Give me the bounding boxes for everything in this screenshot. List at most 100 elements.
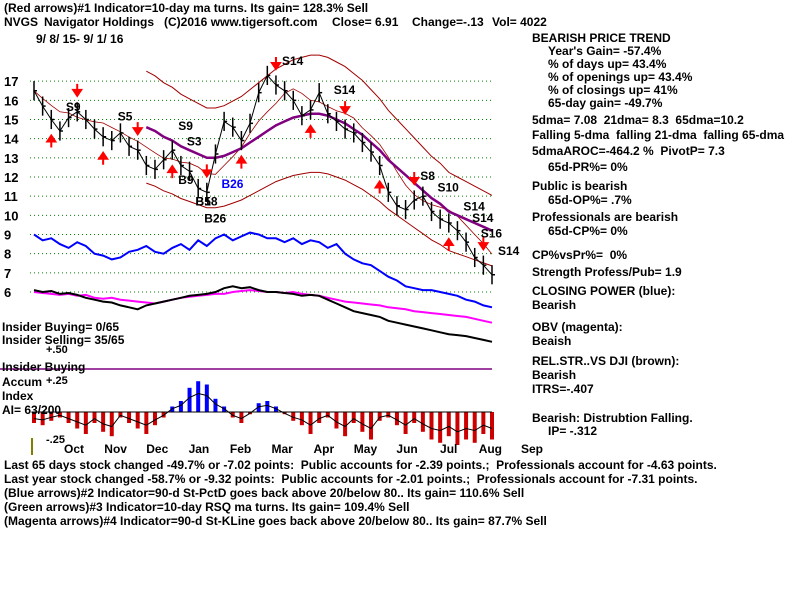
insider-buying-2: Insider Buying — [2, 360, 86, 374]
accum-minus25: -.25 — [46, 434, 65, 446]
price-path — [33, 74, 493, 276]
signal-S5: S5 — [118, 110, 133, 124]
stats-strength: Strength Profess/Pub= 1.9 — [532, 265, 682, 279]
trading-bands — [33, 54, 493, 267]
header-change: Change=-.13 — [412, 15, 484, 29]
stats-relstr-label: REL.STR..VS DJI (brown): — [532, 354, 680, 368]
closing-power-path — [33, 231, 493, 309]
month-May: May — [354, 442, 378, 456]
month-Apr: Apr — [313, 442, 334, 456]
signal-S9: S9 — [178, 119, 193, 133]
stats-op65: 65d-OP%= .7% — [548, 193, 632, 207]
month-Oct: Oct — [64, 442, 84, 456]
relative-strength-line — [33, 285, 493, 343]
month-Feb: Feb — [230, 442, 251, 456]
sell-arrow — [408, 172, 421, 186]
y-tick-12: 12 — [4, 170, 18, 185]
buy-arrow — [373, 179, 386, 194]
stats-obv-label: OBV (magenta): — [532, 320, 623, 334]
stats-cp65: 65d-CP%= 0% — [548, 224, 628, 238]
y-tick-6: 6 — [4, 285, 11, 300]
sell-arrow — [131, 122, 144, 136]
month-axis-labels: Oct Nov Dec Jan Feb Mar Apr May Jun Jul Aug Sep — [64, 442, 543, 456]
y-tick-16: 16 — [4, 93, 18, 108]
signal-B26: B26 — [204, 212, 226, 226]
buy-arrow — [235, 154, 248, 169]
signal-B18: B18 — [196, 194, 218, 208]
footer-line-4: (Green arrows)#3 Indicator=10-day RSQ ma… — [4, 500, 410, 514]
insider-buying: Insider Buying= 0/65 — [2, 320, 120, 334]
sell-arrow — [71, 83, 84, 98]
stats-dma: 5dma= 7.08 21dma= 8.3 65dma=10.2 — [532, 113, 744, 127]
stats-years-gain: Year's Gain= -57.4% — [548, 44, 662, 58]
stats-obv-value: Beaish — [532, 334, 572, 348]
signal-S3: S3 — [187, 135, 202, 149]
signal-labels: S9S5S9S3S14B26S14B5B9B26B18S8S10S14S14S1… — [66, 54, 520, 258]
insider-plus50: +.50 — [46, 344, 68, 356]
y-tick-11: 11 — [4, 189, 18, 204]
stats-aroc: 5dmaAROC=-464.2 % PivotP= 7.3 — [532, 144, 725, 158]
header-source: (C)2016 www.tigersoft.com — [164, 15, 318, 29]
y-tick-15: 15 — [4, 113, 18, 128]
signal-S8: S8 — [420, 169, 435, 183]
stats-65day-gain: 65-day gain= -49.7% — [548, 96, 663, 110]
stats-closing-power-label: CLOSING POWER (blue): — [532, 284, 676, 298]
ma65-line — [145, 112, 493, 232]
accum-label-2: Index — [2, 389, 34, 403]
upper-band — [146, 54, 493, 196]
footer-line-1-text: Last 65 days stock changed -49.7% or -7.… — [4, 458, 717, 472]
month-Jul: Jul — [440, 442, 457, 456]
obv-line — [33, 289, 493, 324]
month-Jan: Jan — [189, 442, 210, 456]
signal-S10: S10 — [438, 181, 460, 195]
month-Jun: Jun — [396, 442, 417, 456]
sell-arrow — [200, 164, 213, 179]
signal-S9: S9 — [66, 100, 81, 114]
signal-B9: B9 — [178, 173, 194, 187]
y-tick-13: 13 — [4, 151, 18, 166]
sell-arrow — [477, 237, 490, 251]
sell-arrow — [339, 101, 351, 115]
header-ticker: NVGS — [4, 15, 39, 29]
y-tick-9: 9 — [4, 228, 11, 243]
month-Nov: Nov — [104, 442, 127, 456]
sell-arrow — [270, 57, 282, 71]
header-company: Navigator Holdings — [44, 15, 155, 29]
footer-line-5: (Magenta arrows)#4 Indicator=90-d St-KLi… — [4, 514, 547, 528]
header-volume: Vol= 4022 — [492, 15, 547, 29]
accum-plus25: +.25 — [46, 375, 68, 387]
buy-arrow — [97, 150, 110, 165]
accum-ai: AI= 63/200 — [2, 403, 62, 417]
footer-line-3: (Blue arrows)#2 Indicator=90-d St-PctD g… — [4, 486, 525, 500]
obv-path — [33, 289, 493, 324]
stats-pr65: 65d-PR%= 0% — [548, 160, 628, 174]
stats-relstr-value: Bearish — [532, 368, 577, 382]
stats-title: BEARISH PRICE TREND — [532, 31, 671, 45]
signal-S14: S14 — [282, 54, 304, 68]
stats-pct-closings-up: % of closings up= 41% — [548, 83, 678, 97]
accum-ma — [33, 392, 493, 433]
closing-power-line — [33, 231, 493, 309]
header-date-range: 9/ 8/ 15- 9/ 1/ 16 — [36, 32, 124, 46]
y-tick-17: 17 — [4, 74, 18, 89]
signal-S16: S16 — [481, 227, 503, 241]
short-ma — [33, 88, 493, 255]
buy-arrow — [304, 124, 317, 138]
y-tick-14: 14 — [4, 132, 19, 147]
stats-ip: IP= -.312 — [548, 424, 598, 438]
stats-closing-power-value: Bearish — [532, 298, 577, 312]
y-axis-labels: 6 7 8 9 10 11 12 13 14 15 16 17 — [4, 74, 19, 300]
buy-arrow — [166, 164, 179, 179]
signal-arrows — [45, 57, 490, 251]
buy-arrow — [442, 237, 455, 251]
header-indicator-line: (Red arrows)#1 Indicator=10-day ma turns… — [4, 1, 369, 15]
y-tick-7: 7 — [4, 266, 11, 281]
ma65-path — [145, 112, 493, 232]
month-Sep: Sep — [521, 442, 543, 456]
relstr-path — [33, 285, 493, 343]
stats-falling: Falling 5-dma falling 21-dma falling 65-… — [532, 128, 785, 142]
signal-B26: B26 — [221, 177, 243, 191]
stats-pct-days-up: % of days up= 43.4% — [548, 57, 667, 71]
signal-B5: B5 — [196, 194, 212, 208]
